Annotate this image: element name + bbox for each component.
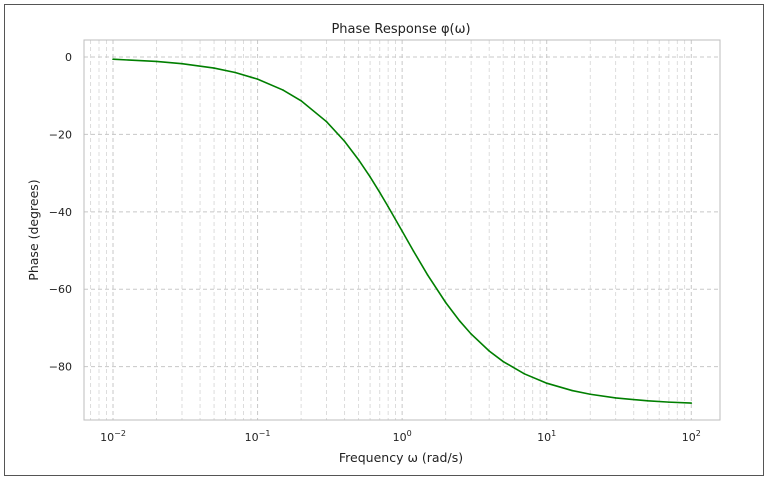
data-point: [282, 89, 284, 91]
grid: [84, 40, 720, 420]
data-point: [357, 159, 360, 161]
data-point: [571, 389, 573, 392]
data-point: [155, 60, 158, 63]
data-point: [256, 78, 259, 80]
figure-frame: [4, 4, 764, 476]
plot-area: [83, 39, 721, 421]
x-axis-label: Frequency ω (rad/s): [339, 450, 463, 465]
data-point: [426, 274, 429, 276]
data-point: [181, 62, 183, 65]
data-point: [401, 230, 403, 232]
x-tick-exponent: −1: [259, 429, 271, 438]
data-point: [444, 301, 447, 304]
data-point: [545, 382, 548, 384]
data-point: [343, 140, 346, 143]
x-tick-base: 10: [393, 431, 407, 444]
data-point: [369, 176, 371, 178]
y-tick-label: 0: [65, 51, 72, 64]
data-point: [234, 71, 236, 74]
series-layer: [112, 58, 693, 404]
x-tick-label: 102: [682, 429, 701, 444]
x-tick-label: 100: [393, 429, 412, 444]
data-point: [458, 320, 461, 322]
data-point: [488, 350, 490, 352]
data-point: [690, 402, 693, 404]
x-tick-exponent: 0: [407, 429, 412, 438]
x-tick-base: 10: [682, 431, 696, 444]
x-tick-exponent: −2: [114, 429, 126, 438]
data-point: [412, 250, 415, 253]
x-tick-label: 101: [537, 429, 556, 444]
data-point: [668, 401, 670, 403]
data-point: [523, 373, 526, 375]
data-point: [589, 393, 592, 396]
y-tick-label: −60: [49, 283, 72, 296]
y-tick-label: −40: [49, 206, 72, 219]
data-point: [378, 191, 381, 194]
x-tick-label: 10−2: [100, 429, 126, 444]
data-point: [213, 67, 215, 69]
phase-series-line: [112, 58, 692, 404]
x-tick-base: 10: [245, 431, 259, 444]
data-point: [300, 99, 302, 102]
data-point: [112, 58, 114, 61]
data-point: [502, 360, 504, 363]
y-tick-label: −20: [49, 128, 72, 141]
data-point: [470, 333, 472, 335]
y-axis-label: Phase (degrees): [26, 179, 41, 280]
data-point: [614, 397, 617, 399]
y-axis-ticks: 0 −20 −40 −60 −80: [49, 51, 72, 374]
y-tick-label: −80: [49, 361, 72, 374]
data-point: [646, 400, 649, 402]
x-tick-label: 10−1: [245, 429, 271, 444]
data-point: [387, 205, 389, 208]
x-tick-base: 10: [100, 431, 114, 444]
chart-title: Phase Response φ(ω): [331, 22, 470, 37]
x-tick-exponent: 1: [551, 429, 556, 438]
data-point: [325, 120, 328, 123]
x-tick-exponent: 2: [696, 429, 701, 438]
x-axis-ticks: 10−2 10−1 100 101 102: [100, 429, 701, 444]
x-tick-base: 10: [537, 431, 551, 444]
